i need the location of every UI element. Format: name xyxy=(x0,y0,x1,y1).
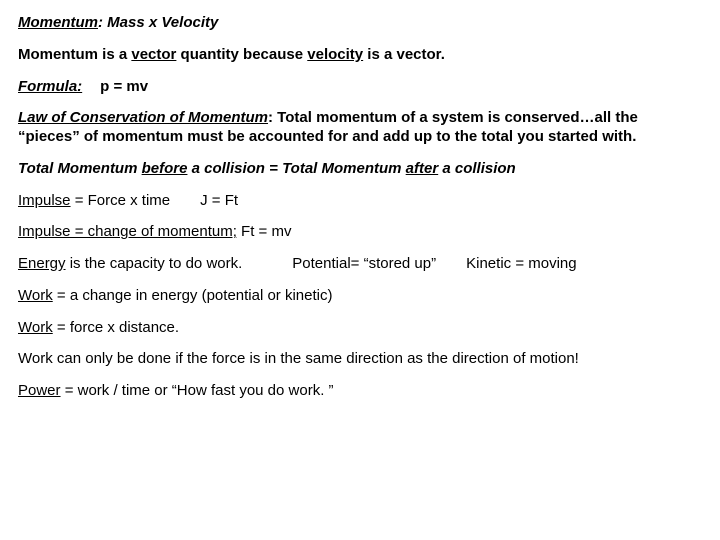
text: is the capacity to do work. xyxy=(66,255,243,272)
text-potential: Potential= “stored up” xyxy=(292,255,436,272)
label-work: Work xyxy=(18,287,53,304)
label-conservation: Law of Conservation of Momentum xyxy=(18,109,268,126)
line-collision: Total Momentum before a collision = Tota… xyxy=(18,160,702,179)
text: = work / time or “How fast you do work. … xyxy=(61,382,334,399)
label-before: before xyxy=(142,160,188,177)
text: is a vector. xyxy=(363,46,445,63)
label-impulse: Impulse xyxy=(18,192,71,209)
label-formula: Formula: xyxy=(18,78,82,95)
text: a collision xyxy=(438,160,516,177)
line-power: Power = work / time or “How fast you do … xyxy=(18,382,702,401)
label-work: Work xyxy=(18,319,53,336)
label-vector: vector xyxy=(131,46,176,63)
line-impulse-def: Impulse = Force x time J = Ft xyxy=(18,192,702,211)
text: Momentum is a xyxy=(18,46,131,63)
text: = Force x time xyxy=(71,192,171,209)
text: Work can only be done if the force is in… xyxy=(18,350,579,367)
text: = a change in energy (potential or kinet… xyxy=(53,287,333,304)
text: : Mass x Velocity xyxy=(98,14,218,31)
text: Total Momentum xyxy=(18,160,142,177)
label-energy: Energy xyxy=(18,255,66,272)
line-work-change: Work = a change in energy (potential or … xyxy=(18,287,702,306)
line-momentum-def: Momentum: Mass x Velocity xyxy=(18,14,702,33)
label-power: Power xyxy=(18,382,61,399)
formula-text: p = mv xyxy=(100,78,148,95)
formula-text: J = Ft xyxy=(200,192,238,209)
text: Ft = mv xyxy=(237,223,292,240)
line-momentum-vector: Momentum is a vector quantity because ve… xyxy=(18,46,702,65)
line-work-direction: Work can only be done if the force is in… xyxy=(18,350,702,369)
label-velocity: velocity xyxy=(307,46,363,63)
label-impulse-change: Impulse = change of momentum; xyxy=(18,223,237,240)
text: a collision = Total Momentum xyxy=(187,160,405,177)
text: quantity because xyxy=(176,46,307,63)
label-after: after xyxy=(406,160,439,177)
line-formula: Formula: p = mv xyxy=(18,78,702,97)
line-work-force: Work = force x distance. xyxy=(18,319,702,338)
line-energy: Energy is the capacity to do work. Potent… xyxy=(18,255,702,274)
line-impulse-change: Impulse = change of momentum; Ft = mv xyxy=(18,223,702,242)
label-momentum: Momentum xyxy=(18,14,98,31)
text-kinetic: Kinetic = moving xyxy=(466,255,576,272)
line-conservation: Law of Conservation of Momentum: Total m… xyxy=(18,109,702,147)
text: = force x distance. xyxy=(53,319,179,336)
